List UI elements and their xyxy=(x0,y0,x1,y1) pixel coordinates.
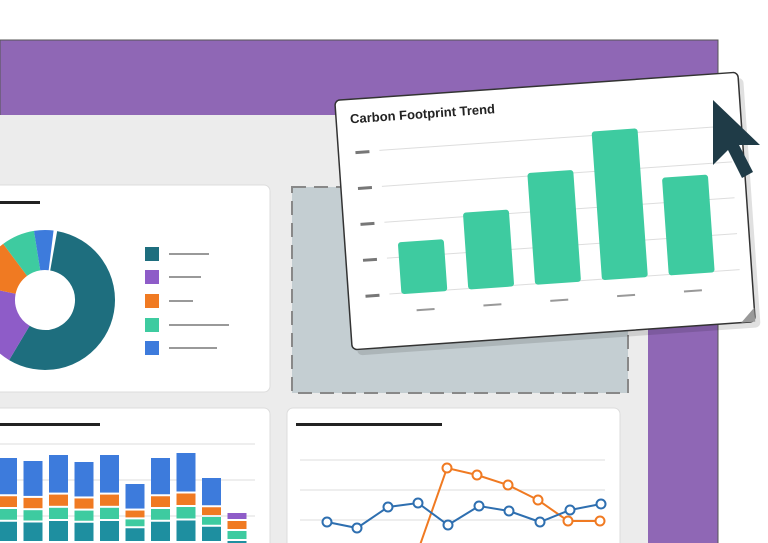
bar-segment xyxy=(0,521,17,541)
bar-segment xyxy=(100,494,119,506)
bar-segment xyxy=(49,521,68,541)
stacked-bar-card xyxy=(0,407,271,543)
bar-segment xyxy=(227,521,247,529)
bar-segment xyxy=(74,462,94,497)
floating-chart-card: Carbon Footprint Trend xyxy=(334,71,761,356)
bar-segment xyxy=(49,455,68,493)
donut-card xyxy=(0,184,271,393)
bar-segment xyxy=(176,493,196,505)
bar-segment xyxy=(227,541,247,543)
bar-segment xyxy=(49,494,68,506)
bar-segment xyxy=(125,519,145,527)
bar-segment xyxy=(49,507,68,519)
bar-segment xyxy=(151,521,170,541)
bar-segment xyxy=(125,528,145,541)
bar-segment xyxy=(151,496,170,507)
bar-segment xyxy=(202,478,221,506)
mouse-cursor xyxy=(713,100,760,178)
bar-segment xyxy=(100,455,119,493)
bar-segment xyxy=(202,507,221,515)
bar-segment xyxy=(74,498,94,509)
bar-segment xyxy=(100,507,119,519)
bar-segment xyxy=(74,510,94,521)
bar-segment xyxy=(0,458,17,495)
bar-segment xyxy=(176,453,196,492)
bar-segment xyxy=(151,509,170,520)
bar-segment xyxy=(227,513,247,519)
bar-segment xyxy=(0,496,17,507)
bar-segment xyxy=(0,509,17,520)
bar-segment xyxy=(23,461,43,496)
bar-segment xyxy=(74,522,94,541)
bar-segment xyxy=(176,520,196,541)
bar-segment xyxy=(125,510,145,518)
bar-segment xyxy=(100,521,119,541)
bar-segment xyxy=(176,507,196,519)
bar-segment xyxy=(202,526,221,541)
bar-segment xyxy=(23,497,43,509)
bar-segment xyxy=(23,510,43,521)
line-card xyxy=(286,407,621,543)
bar-segment xyxy=(227,531,247,539)
bar-segment xyxy=(23,522,43,541)
bar-segment xyxy=(151,458,170,495)
bar-segment xyxy=(202,517,221,525)
bar-segment xyxy=(125,484,145,509)
